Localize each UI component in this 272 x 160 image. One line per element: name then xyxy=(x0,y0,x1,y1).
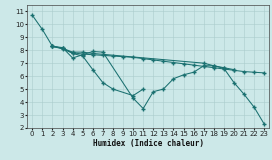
X-axis label: Humidex (Indice chaleur): Humidex (Indice chaleur) xyxy=(93,139,204,148)
